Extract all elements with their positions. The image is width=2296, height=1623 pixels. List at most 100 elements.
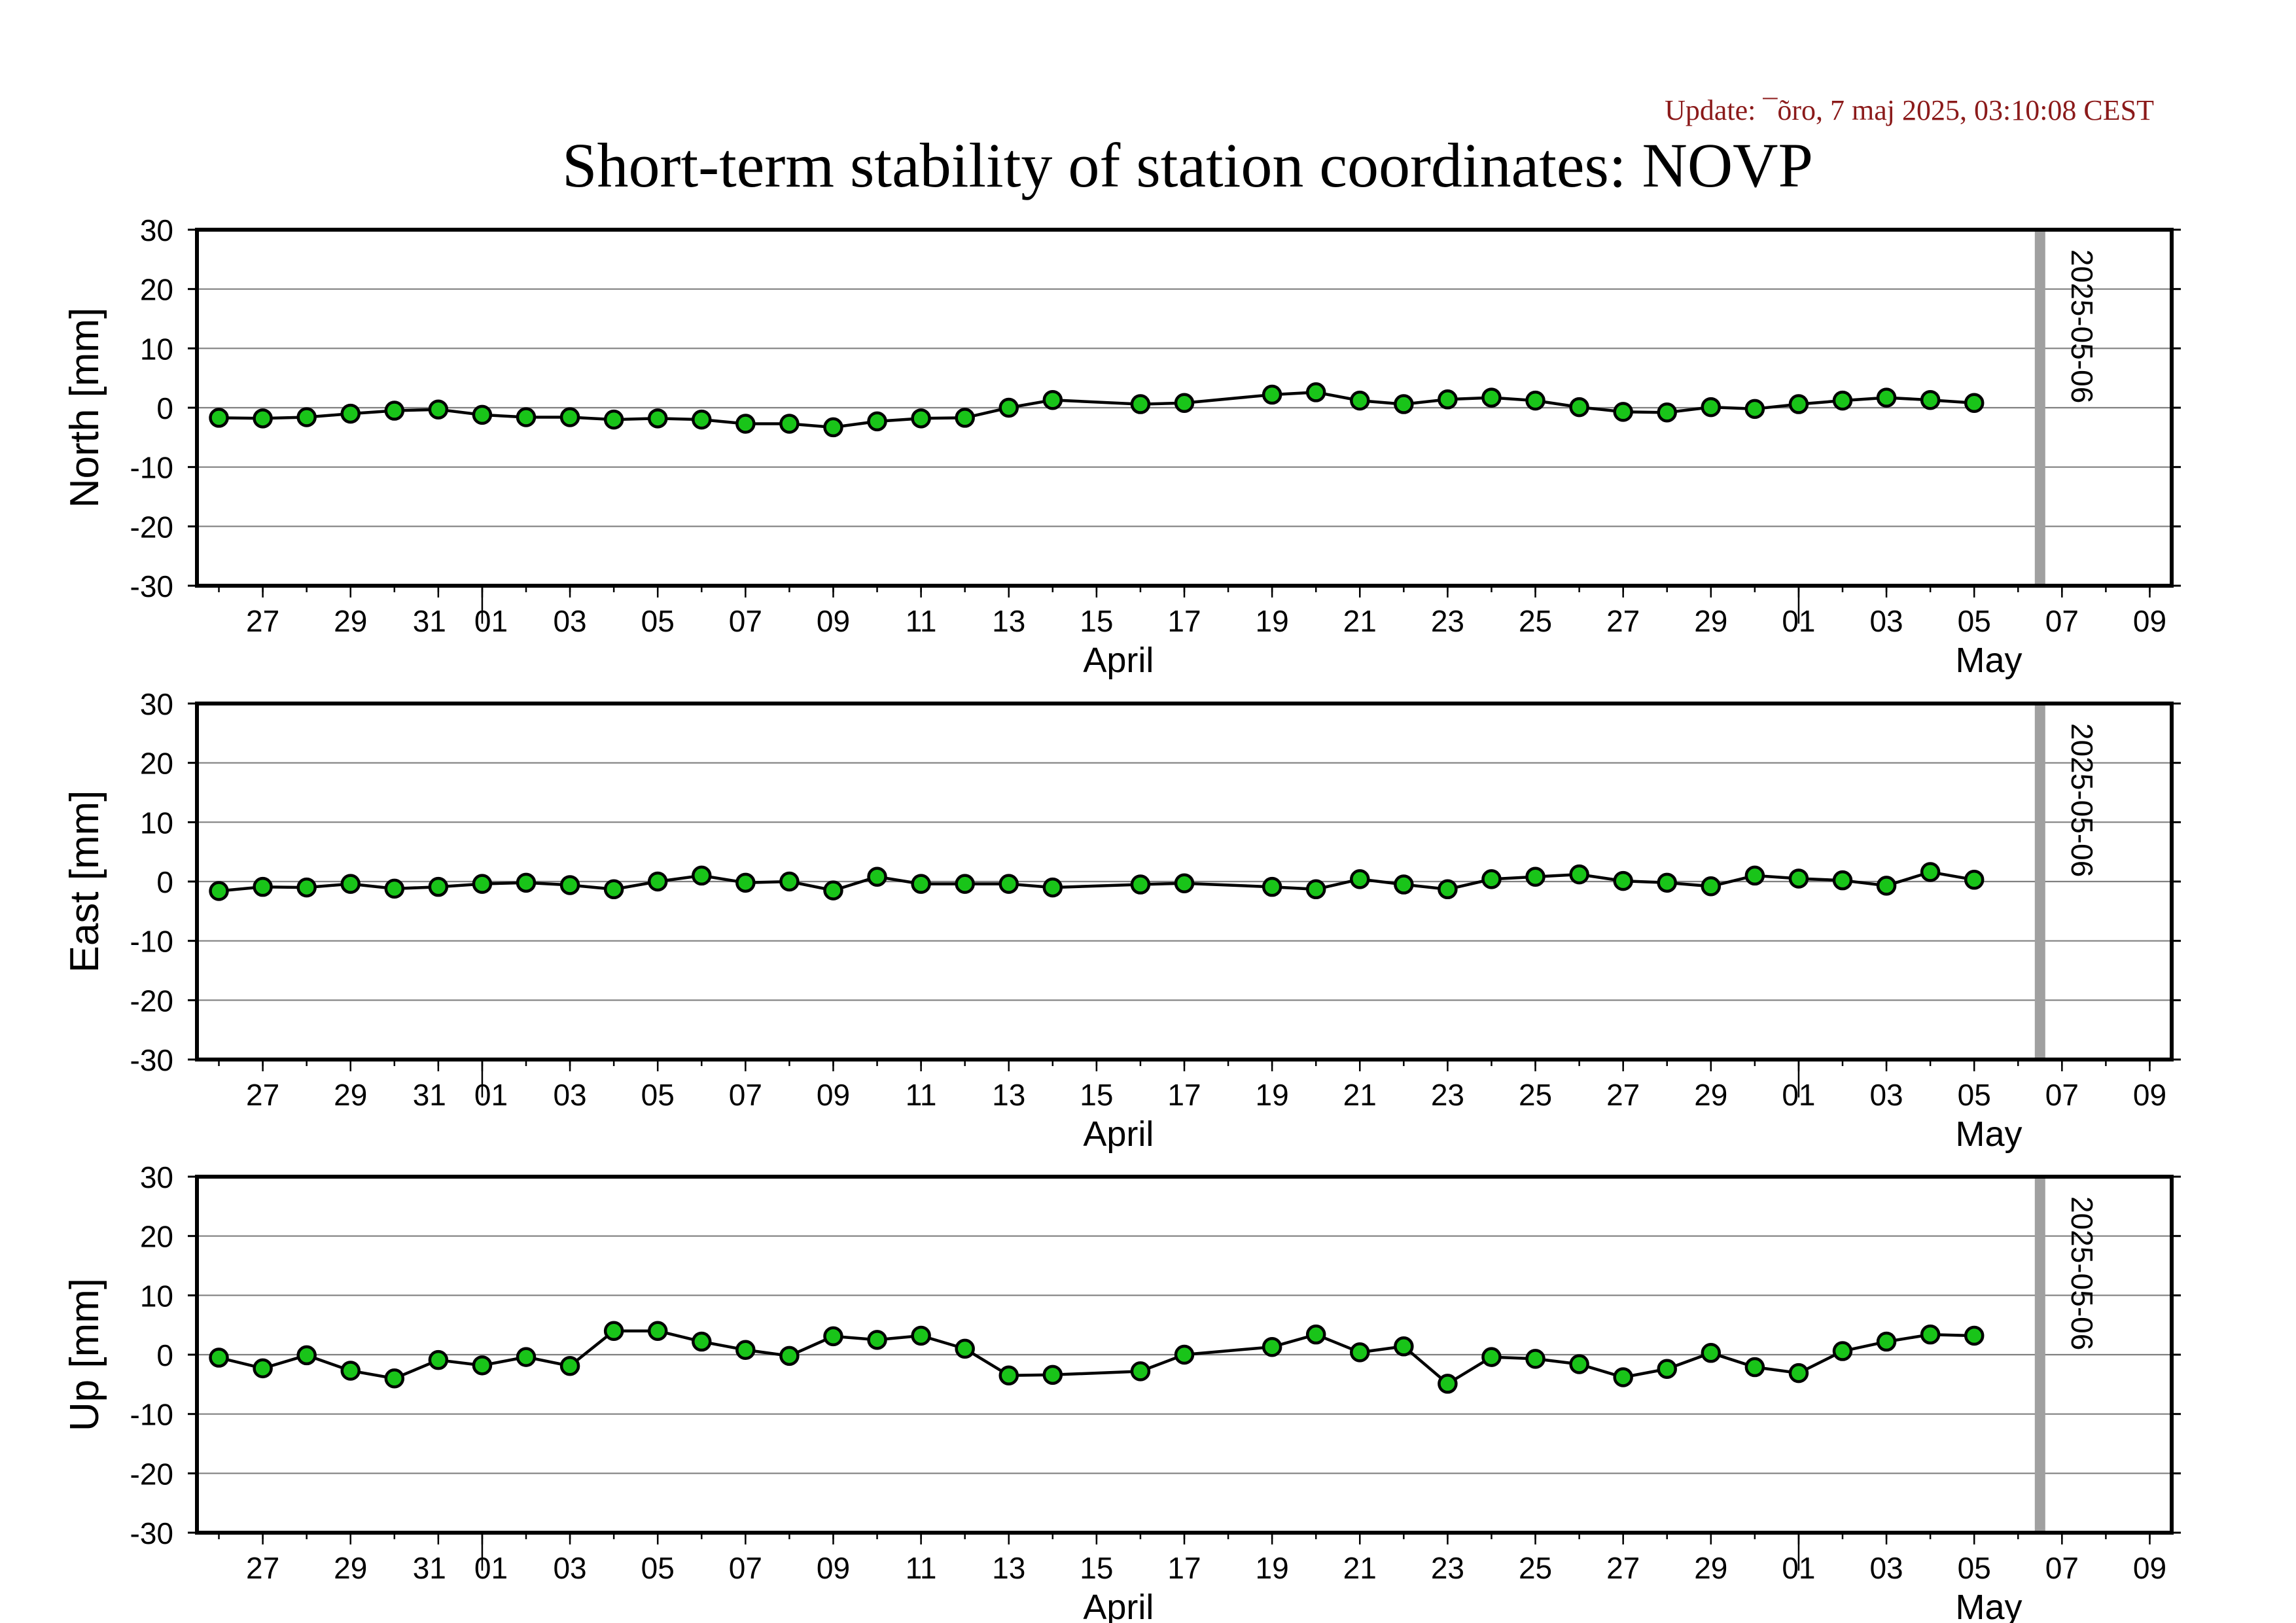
data-point (911, 1325, 931, 1346)
data-point (1481, 869, 1502, 889)
panel-2: 30 20 10 0 -10 -20 -30 Up [mm] 27 29 31 01 03 05 07 09 1… (62, 1160, 2181, 1623)
data-point (823, 417, 843, 438)
data-point (1174, 393, 1195, 413)
y-tick-label: -30 (130, 1043, 173, 1077)
y-tick-label: 10 (140, 332, 173, 366)
x-tick-label: 31 (413, 604, 446, 638)
x-tick-label: 29 (1694, 1078, 1727, 1112)
data-point (1964, 393, 1985, 413)
y-tick-label: 10 (140, 1279, 173, 1313)
data-point (1964, 870, 1985, 890)
month-label: April (1083, 641, 1154, 680)
x-tick-label: 27 (1606, 1078, 1640, 1112)
data-point (779, 1346, 800, 1366)
x-tick-label: 23 (1431, 1078, 1464, 1112)
data-point (559, 1355, 580, 1376)
y-tick-label: 30 (140, 1160, 173, 1194)
data-point (1481, 387, 1502, 408)
data-point (472, 1355, 493, 1376)
data-point (516, 1347, 537, 1367)
data-point (1174, 1344, 1195, 1365)
x-tick-label: 11 (906, 1551, 937, 1585)
data-point (955, 408, 975, 428)
data-point (823, 880, 843, 901)
x-tick-label: 07 (2045, 1078, 2079, 1112)
data-point (1920, 1324, 1941, 1345)
x-tick-label: 21 (1343, 604, 1377, 638)
data-point (1920, 862, 1941, 882)
data-point (1438, 1374, 1458, 1394)
data-point (867, 866, 887, 887)
y-tick-label: -10 (130, 1398, 173, 1432)
x-tick-label: 21 (1343, 1078, 1377, 1112)
data-point (1744, 399, 1765, 419)
data-point (1438, 879, 1458, 900)
data-point (296, 877, 317, 898)
data-point (1042, 389, 1063, 410)
data-point (384, 878, 405, 899)
data-point (1394, 1336, 1414, 1357)
data-point (1657, 1359, 1677, 1380)
data-point (1832, 390, 1853, 411)
data-point (1744, 865, 1765, 886)
data-point (779, 871, 800, 892)
data-point (1350, 1342, 1370, 1363)
x-tick-label: 15 (1080, 604, 1113, 638)
data-point (340, 403, 361, 424)
x-tick-label: 05 (1958, 604, 1991, 638)
data-point (516, 407, 537, 427)
data-point (1613, 870, 1633, 891)
y-tick-label: 10 (140, 806, 173, 840)
chart-title: Short-term stability of station coordina… (562, 130, 1813, 200)
data-point (472, 874, 493, 894)
data-point (296, 1345, 317, 1366)
panel-frame (195, 228, 2174, 588)
data-point (647, 1321, 668, 1341)
x-tick-label: 05 (641, 1078, 675, 1112)
update-timestamp: Update: ¯õro, 7 maj 2025, 03:10:08 CEST (1665, 94, 2154, 126)
x-tick-label: 29 (334, 604, 367, 638)
x-tick-label: 25 (1519, 604, 1552, 638)
data-point (1657, 402, 1677, 423)
x-tick-label: 11 (906, 604, 937, 638)
x-tick-label: 03 (1869, 1551, 1903, 1585)
x-tick-label: 21 (1343, 1551, 1377, 1585)
x-tick-label: 19 (1256, 1551, 1289, 1585)
x-tick-label: 09 (817, 1551, 850, 1585)
data-point (1701, 876, 1722, 897)
data-point (253, 1358, 273, 1379)
data-point (998, 1365, 1019, 1385)
x-tick-label: 27 (246, 1078, 279, 1112)
x-tick-label: 09 (817, 1078, 850, 1112)
data-point (1701, 397, 1722, 418)
panel-frame (195, 702, 2174, 1061)
data-point (1305, 1324, 1326, 1345)
x-tick-label: 09 (2133, 1078, 2166, 1112)
data-point (735, 872, 756, 893)
data-point (1130, 394, 1151, 414)
data-point (867, 1330, 887, 1350)
x-tick-label: 27 (1606, 604, 1640, 638)
data-point (647, 871, 668, 892)
data-point (735, 1340, 756, 1360)
panel-1: 30 20 10 0 -10 -20 -30 East [mm] 27 29 31 01 03 05 07 0… (62, 687, 2181, 1154)
data-point (253, 408, 273, 429)
y-tick-label: 30 (140, 687, 173, 721)
x-tick-label: 07 (729, 1551, 762, 1585)
data-point (1042, 877, 1063, 898)
data-point (1964, 1325, 1985, 1346)
data-point (1788, 868, 1809, 889)
data-point (340, 874, 361, 894)
x-tick-label: 25 (1519, 1551, 1552, 1585)
data-point (1130, 874, 1151, 895)
x-tick-label: 11 (906, 1078, 937, 1112)
data-point (296, 407, 317, 427)
x-tick-label: 13 (992, 1078, 1025, 1112)
data-point (647, 408, 668, 429)
data-point (1262, 384, 1282, 405)
data-point (998, 874, 1019, 894)
panel-frame (195, 1175, 2174, 1535)
data-point (1876, 387, 1897, 408)
